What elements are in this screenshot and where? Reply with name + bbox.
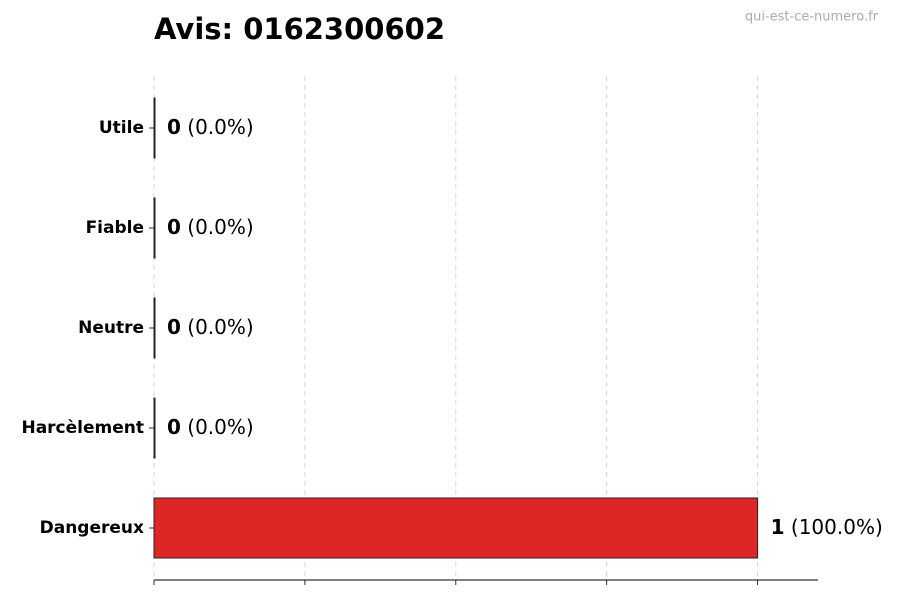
value-percent: (0.0%) xyxy=(187,215,253,239)
watermark: qui-est-ce-numero.fr xyxy=(745,10,879,25)
y-tick-label: Harcèlement xyxy=(21,418,144,438)
value-label: 1 (100.0%) xyxy=(771,515,883,539)
value-label: 0 (0.0%) xyxy=(167,115,254,139)
value-percent: (0.0%) xyxy=(187,315,253,339)
bar xyxy=(153,97,156,159)
y-tick-label: Neutre xyxy=(78,318,144,338)
value-count: 0 xyxy=(167,315,181,339)
value-percent: (100.0%) xyxy=(791,515,883,539)
value-count: 0 xyxy=(167,115,181,139)
value-count: 0 xyxy=(167,415,181,439)
bar xyxy=(153,397,156,459)
bar xyxy=(153,197,156,259)
chart-title: Avis: 0162300602 xyxy=(154,12,445,46)
value-label: 0 (0.0%) xyxy=(167,315,254,339)
value-label: 0 (0.0%) xyxy=(167,415,254,439)
value-count: 1 xyxy=(771,515,785,539)
value-label: 0 (0.0%) xyxy=(167,215,254,239)
value-percent: (0.0%) xyxy=(187,415,253,439)
value-percent: (0.0%) xyxy=(187,115,253,139)
y-tick-label: Fiable xyxy=(86,218,144,238)
bar xyxy=(153,297,156,359)
bar xyxy=(153,497,759,559)
value-count: 0 xyxy=(167,215,181,239)
y-tick-label: Dangereux xyxy=(40,518,144,538)
y-tick-label: Utile xyxy=(99,118,144,138)
